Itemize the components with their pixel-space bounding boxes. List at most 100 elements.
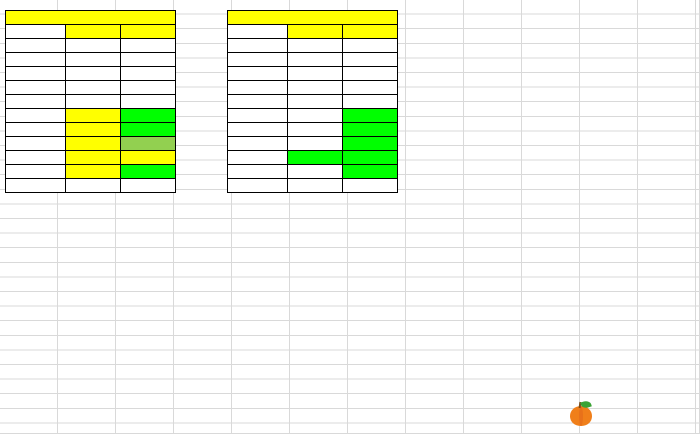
cell-a	[65, 150, 121, 165]
table-row	[227, 136, 398, 151]
cell-a	[65, 108, 121, 123]
table-row	[5, 66, 176, 81]
table-row	[5, 52, 176, 67]
table-row	[5, 108, 176, 123]
player-name-b	[120, 24, 176, 39]
row-label	[227, 164, 288, 179]
cell-a	[65, 164, 121, 179]
row-label	[5, 52, 66, 67]
row-label	[227, 150, 288, 165]
table-row	[227, 150, 398, 165]
table-title	[227, 10, 398, 25]
cell-b	[342, 38, 398, 53]
row-label	[227, 94, 288, 109]
player-name-a	[65, 24, 121, 39]
cell-b	[120, 150, 176, 165]
apple-icon	[568, 399, 594, 427]
row-label	[227, 108, 288, 123]
table-row	[227, 52, 398, 67]
row-label	[227, 178, 288, 193]
cell-a	[287, 136, 343, 151]
table-title	[5, 10, 176, 25]
pair-table	[5, 10, 176, 193]
cell-a	[65, 136, 121, 151]
table-row	[5, 164, 176, 179]
row-label	[227, 52, 288, 67]
cell-b	[120, 178, 176, 193]
table-row	[5, 136, 176, 151]
cell-a	[287, 178, 343, 193]
cell-a	[287, 150, 343, 165]
table-row	[227, 164, 398, 179]
cell-a	[65, 66, 121, 81]
cell-b	[342, 150, 398, 165]
table-row	[5, 80, 176, 95]
row-label	[5, 80, 66, 95]
cell-a	[287, 80, 343, 95]
cell-b	[120, 38, 176, 53]
table-row	[227, 38, 398, 53]
table-row	[227, 178, 398, 193]
cell-b	[120, 94, 176, 109]
pair-table	[227, 10, 398, 193]
row-label	[227, 38, 288, 53]
cell-b	[342, 80, 398, 95]
cell-a	[287, 52, 343, 67]
players-header-row	[5, 24, 176, 39]
row-label	[227, 66, 288, 81]
table-title-row	[5, 10, 176, 25]
row-label	[5, 66, 66, 81]
table-title-row	[227, 10, 398, 25]
cell-b	[120, 108, 176, 123]
row-label	[227, 80, 288, 95]
table-row	[5, 38, 176, 53]
cell-a	[287, 164, 343, 179]
player-name-b	[342, 24, 398, 39]
cell-b	[342, 178, 398, 193]
row-label	[5, 38, 66, 53]
cell-b	[120, 66, 176, 81]
cell-a	[287, 66, 343, 81]
row-label	[227, 136, 288, 151]
table-row	[5, 94, 176, 109]
row-label	[227, 122, 288, 137]
diets-ru-logo	[568, 398, 694, 430]
cell-b	[120, 164, 176, 179]
table-row	[5, 150, 176, 165]
cell-a	[287, 38, 343, 53]
cell-b	[342, 66, 398, 81]
table-row	[227, 122, 398, 137]
table-row	[227, 66, 398, 81]
row-label	[5, 164, 66, 179]
players-header-row	[227, 24, 398, 39]
cell-a	[287, 108, 343, 123]
cell-a	[65, 52, 121, 67]
table-row	[227, 108, 398, 123]
table-row	[5, 178, 176, 193]
cell-b	[342, 164, 398, 179]
cell-a	[287, 94, 343, 109]
row-label	[5, 94, 66, 109]
row-label	[5, 108, 66, 123]
table-row	[227, 80, 398, 95]
cell-b	[120, 136, 176, 151]
row-label	[5, 178, 66, 193]
player-name-a	[287, 24, 343, 39]
cell-a	[65, 122, 121, 137]
cell-b	[342, 136, 398, 151]
cell-b	[120, 122, 176, 137]
cell-b	[342, 94, 398, 109]
cell-b	[342, 108, 398, 123]
row-label	[5, 150, 66, 165]
cell-a	[65, 80, 121, 95]
table-row	[5, 122, 176, 137]
cell-b	[120, 80, 176, 95]
cell-a	[65, 178, 121, 193]
header-corner-cell	[227, 24, 288, 39]
cell-b	[342, 122, 398, 137]
table-row	[227, 94, 398, 109]
cell-a	[65, 94, 121, 109]
cell-a	[287, 122, 343, 137]
cell-b	[342, 52, 398, 67]
